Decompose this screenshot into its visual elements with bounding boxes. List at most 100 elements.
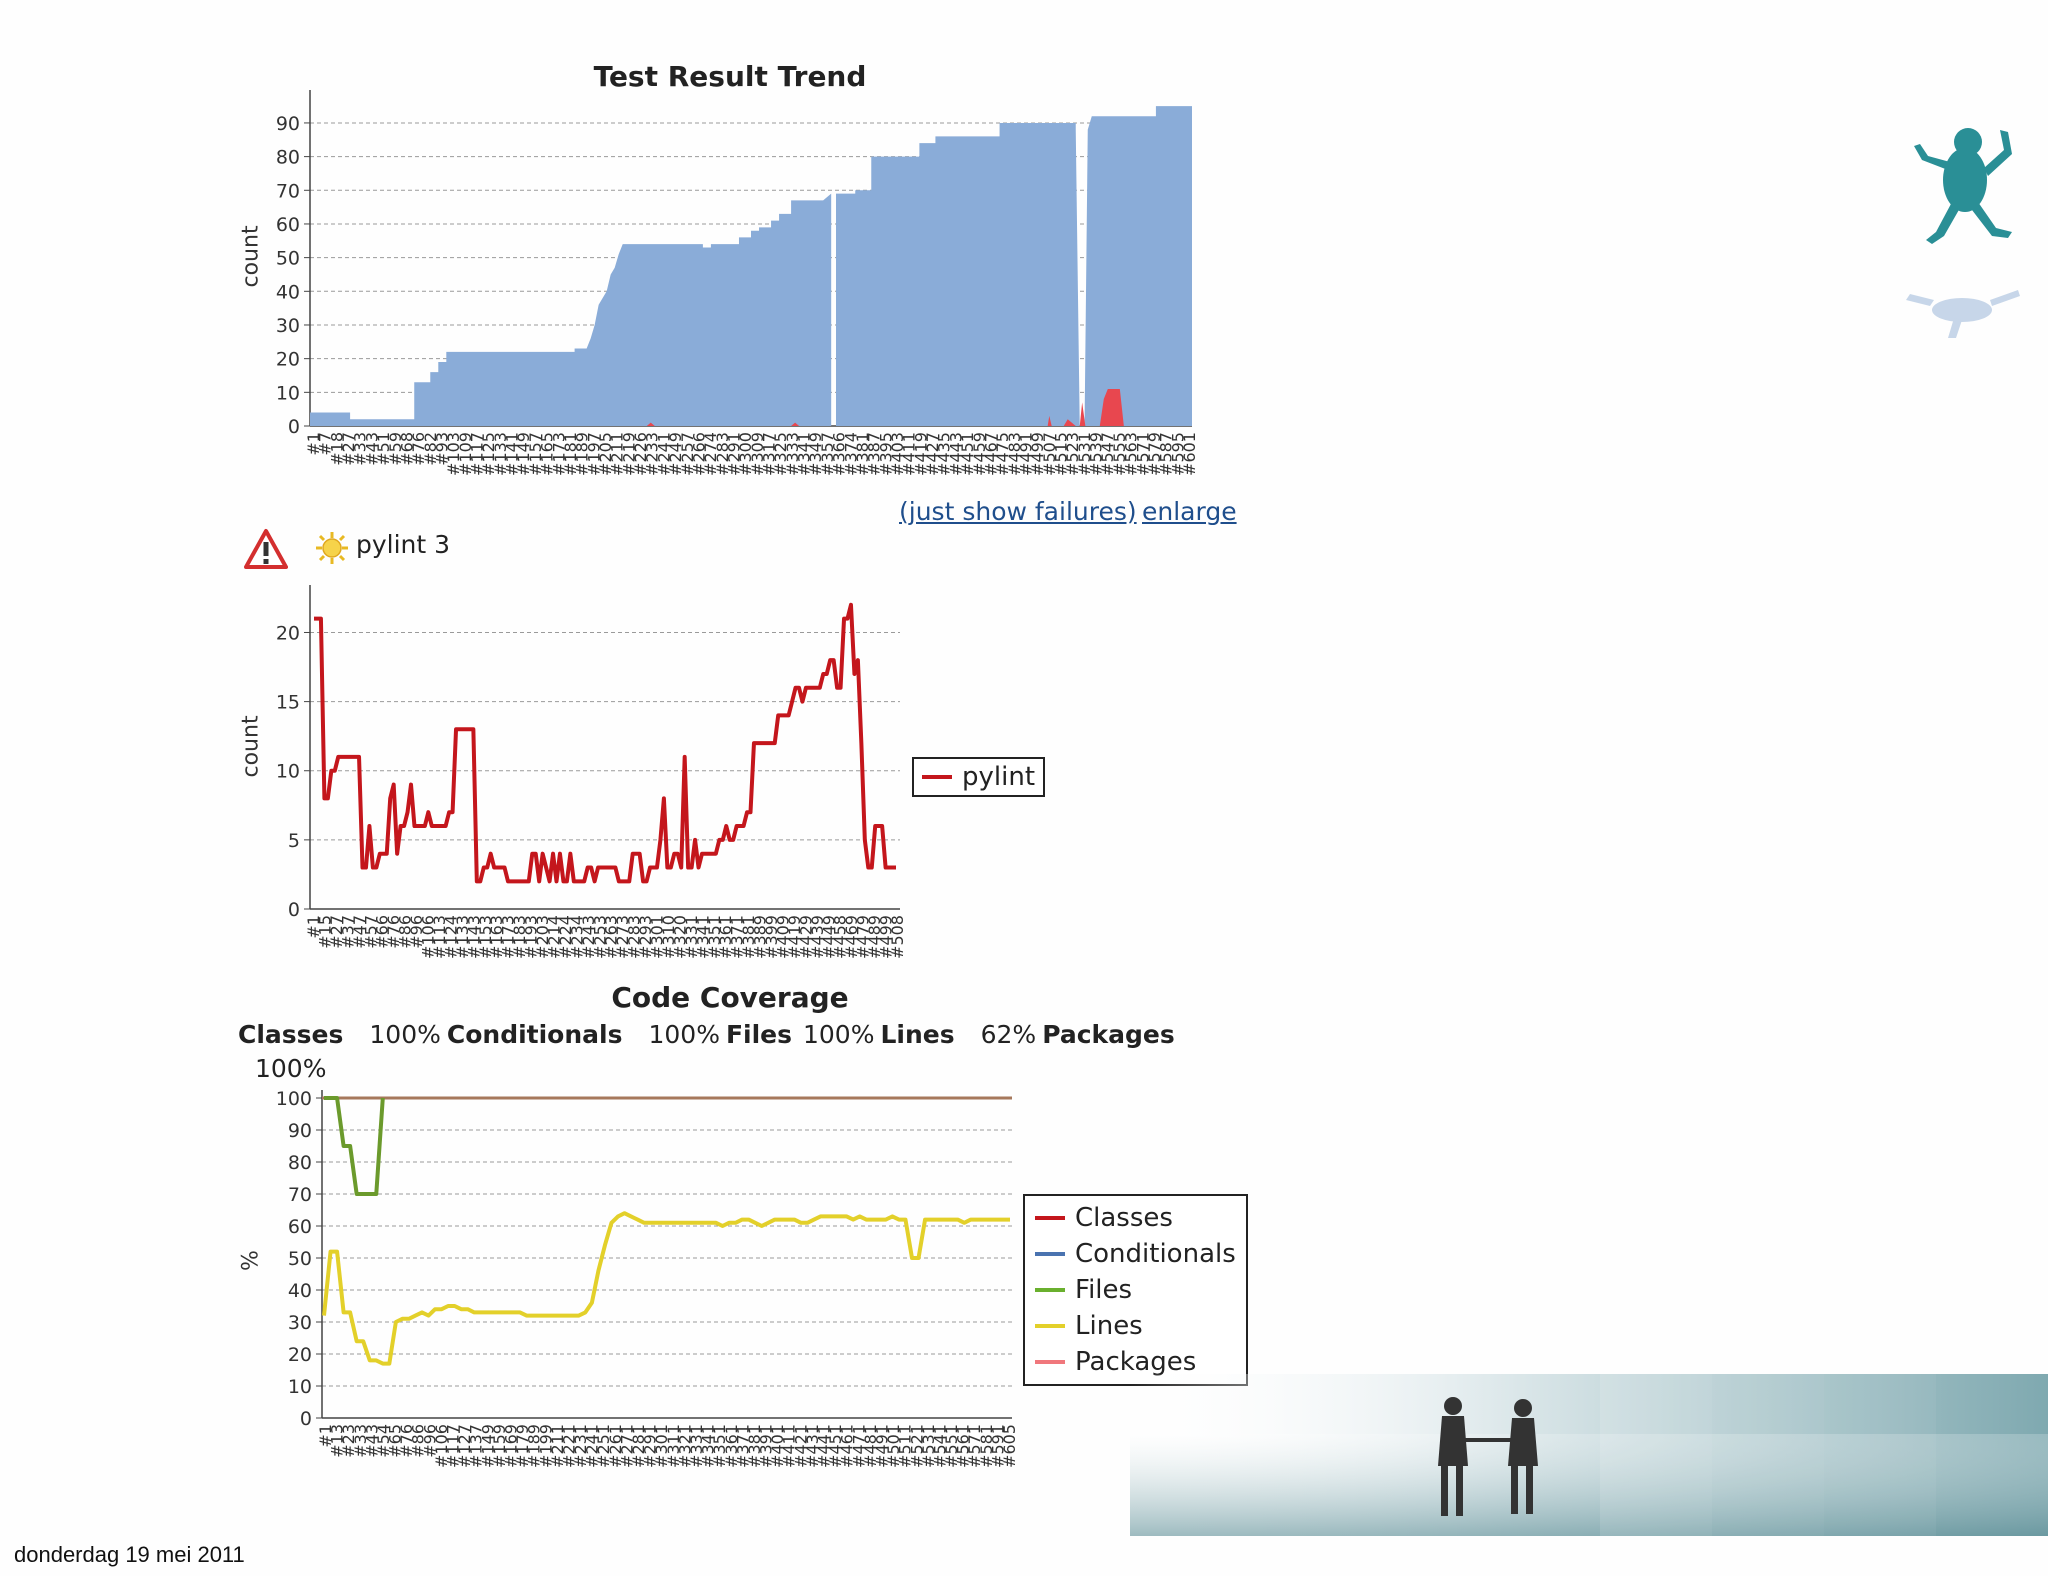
y-tick-label: 10 [276,382,300,404]
x-tick-label: #387 [865,432,884,476]
x-tick-label: #331 [682,915,701,959]
x-tick-label: #499 [1028,432,1047,476]
x-tick-label: #241 [654,432,673,476]
legend-label: Classes [1075,1203,1173,1233]
y-tick-label: 70 [288,1184,312,1206]
files-line [324,1096,385,1196]
x-tick-label: #93 [432,432,451,466]
x-tick-label: #321 [675,1424,694,1468]
x-tick-label: #331 [687,1424,706,1468]
x-tick-label: #109 [456,432,475,476]
beach-banner [1130,1374,2048,1536]
x-tick-label: #165 [538,432,557,476]
x-tick-label: #283 [713,432,732,476]
enlarge-link[interactable]: enlarge [1142,497,1237,526]
x-tick-label: #595 [1168,432,1187,476]
x-tick-label: #241 [583,1424,602,1468]
x-tick-label: #224 [556,915,575,959]
y-tick-label: 100 [276,1090,312,1110]
y-tick-label: 0 [300,1408,312,1430]
x-tick-label: #82 [421,432,440,466]
x-tick-label: #133 [491,432,510,476]
x-tick-label: #547 [1098,432,1117,476]
y-tick-label: 80 [288,1152,312,1174]
x-tick-label: #563 [1122,432,1141,476]
x-tick-label: #403 [888,432,907,476]
x-tick-label: #23 [339,1424,358,1458]
x-tick-label: #515 [1052,432,1071,476]
x-tick-label: #301 [648,915,667,959]
classes-swatch [1035,1216,1065,1220]
x-tick-label: #479 [854,915,873,959]
x-tick-label: #435 [935,432,954,476]
x-tick-label: #300 [736,432,755,476]
x-tick-label: #43 [362,1424,381,1458]
just-show-failures-link[interactable]: (just show failures) [899,497,1137,526]
x-tick-label: #163 [487,915,506,959]
x-tick-label: #381 [853,432,872,476]
pylint-label: pylint 3 [356,530,451,559]
warning-triangle-icon [244,528,288,574]
x-tick-label: #243 [579,915,598,959]
coverage-summary: Classes 100% Conditionals 100% Files 62% [238,1020,824,1049]
x-tick-label: #341 [795,432,814,476]
legend-label: Lines [1075,1311,1143,1341]
x-tick-label: #57 [361,915,380,949]
x-tick-label: #274 [701,432,720,476]
x-tick-label: #153 [476,915,495,959]
x-tick-label: #86 [396,915,415,949]
legend-item-packages: Packages [1027,1344,1244,1380]
x-tick-label: #508 [888,915,907,959]
x-tick-label: #15 [315,915,334,949]
x-tick-label: #173 [499,915,518,959]
passed-area [310,106,1192,426]
y-tick-label: 30 [276,315,300,337]
x-tick-label: #65 [386,1424,405,1458]
x-tick-label: #483 [1005,432,1024,476]
y-tick-label: 15 [276,692,300,714]
files-swatch [1035,1288,1065,1292]
x-tick-label: #467 [981,432,1000,476]
legend-label: Packages [1075,1347,1197,1377]
y-tick-label: 60 [276,214,300,236]
test-result-trend-chart: 0102030405060708090#1#7#18#27#33#43#51#5… [276,90,1199,476]
y-tick-label: 20 [276,622,300,644]
x-tick-label: #325 [771,432,790,476]
x-tick-label: #68 [397,432,416,466]
x-tick-label: #539 [1087,432,1106,476]
x-tick-label: #127 [455,1424,474,1468]
coverage-conditionals-value: 100% [369,1020,441,1049]
x-tick-label: #443 [946,432,965,476]
x-tick-label: #253 [590,915,609,959]
coverage-classes-name: Classes [238,1020,344,1049]
x-tick-label: #449 [819,915,838,959]
chart1-title: Test Result Trend [593,60,867,93]
x-tick-label: #475 [993,432,1012,476]
x-tick-label: #1 [304,915,323,939]
y-tick-label: 50 [276,248,300,270]
chart1-ylabel: count [238,225,264,288]
x-tick-label: #173 [549,432,568,476]
x-tick-label: #211 [548,1424,567,1468]
y-tick-label: 0 [288,899,300,921]
coverage-legend: Classes Conditionals Files Lines Package… [1023,1194,1248,1386]
x-tick-label: #37 [338,915,357,949]
footer-date: donderdag 19 mei 2011 [14,1542,245,1567]
x-tick-label: #13 [328,1424,347,1458]
x-tick-label: #149 [514,432,533,476]
code-coverage-chart: 0102030405060708090100#1#13#23#33#43#54#… [276,1090,1019,1468]
y-tick-label: 0 [288,416,300,438]
x-tick-label: #106 [432,1424,451,1468]
x-tick-label: #199 [536,1424,555,1468]
legend-item-classes: Classes [1027,1200,1244,1236]
x-tick-label: #76 [397,1424,416,1458]
coverage-packages-value: 100% [255,1054,327,1083]
x-tick-label: #491 [872,1424,891,1468]
pylint-line [314,602,896,884]
x-tick-label: #411 [780,1424,799,1468]
y-tick-label: 40 [288,1280,312,1302]
y-tick-label: 60 [288,1216,312,1238]
x-tick-label: #499 [877,915,896,959]
x-tick-label: #51 [374,432,393,466]
x-tick-label: #249 [666,432,685,476]
